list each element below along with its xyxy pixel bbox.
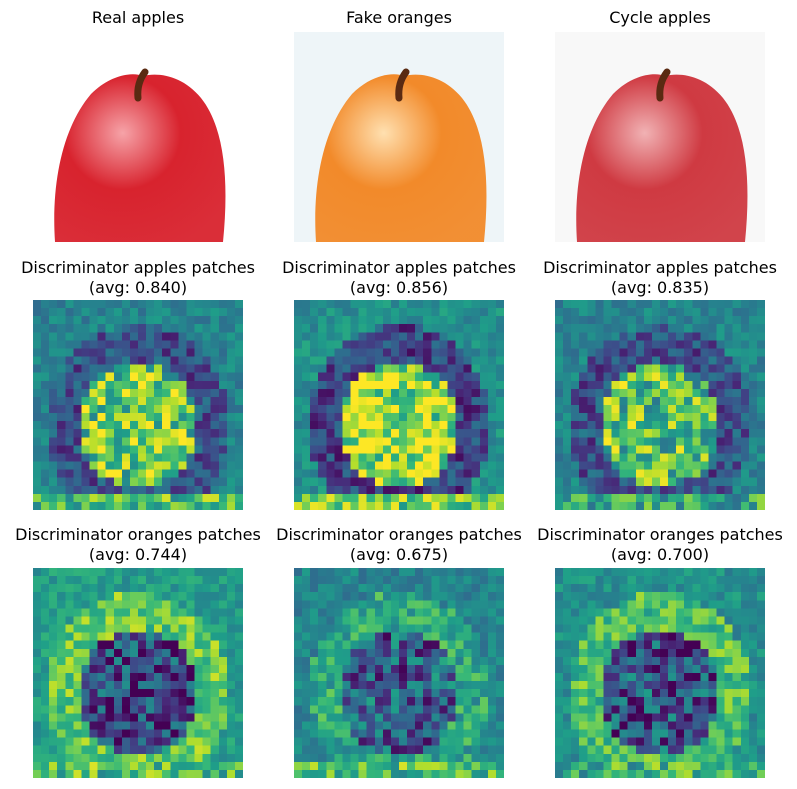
oranges-patch-heatmap [294,568,504,778]
avg-score: (avg: 0.840) [88,278,188,297]
panel-title-cycle-apples: Cycle apples [609,8,711,27]
apples-patch-heatmap [33,300,243,510]
fruit-body [54,74,226,242]
cycle-apple-image [555,32,765,242]
apples-patch-heatmap [555,300,765,510]
fruit-stem [656,68,671,102]
avg-score: (avg: 0.856) [349,278,449,297]
panel-title-disc-oranges-2: Discriminator oranges patches (avg: 0.675… [249,525,549,565]
panel-title-disc-oranges-1: Discriminator oranges patches (avg: 0.744… [0,525,288,565]
panel-title-fake-oranges: Fake oranges [346,8,452,27]
real-apple-image [33,32,243,242]
panel-title-real-apples: Real apples [91,8,185,27]
avg-score: (avg: 0.835) [610,278,710,297]
avg-score: (avg: 0.675) [349,545,449,564]
panel-title-disc-oranges-3: Discriminator oranges patches (avg: 0.700… [510,525,797,565]
fake-orange-image [294,32,504,242]
oranges-patch-heatmap [555,568,765,778]
oranges-patch-heatmap [33,568,243,778]
avg-score: (avg: 0.744) [88,545,188,564]
panel-title-disc-apples-3: Discriminator apples patches (avg: 0.835) [510,258,797,298]
apples-patch-heatmap [294,300,504,510]
fruit-body [576,74,748,242]
panel-title-disc-apples-2: Discriminator apples patches (avg: 0.856) [249,258,549,298]
fruit-stem [395,68,410,102]
fruit-body [315,74,487,242]
avg-score: (avg: 0.700) [610,545,710,564]
panel-title-disc-apples-1: Discriminator apples patches (avg: 0.840) [0,258,288,298]
fruit-stem [134,68,149,102]
